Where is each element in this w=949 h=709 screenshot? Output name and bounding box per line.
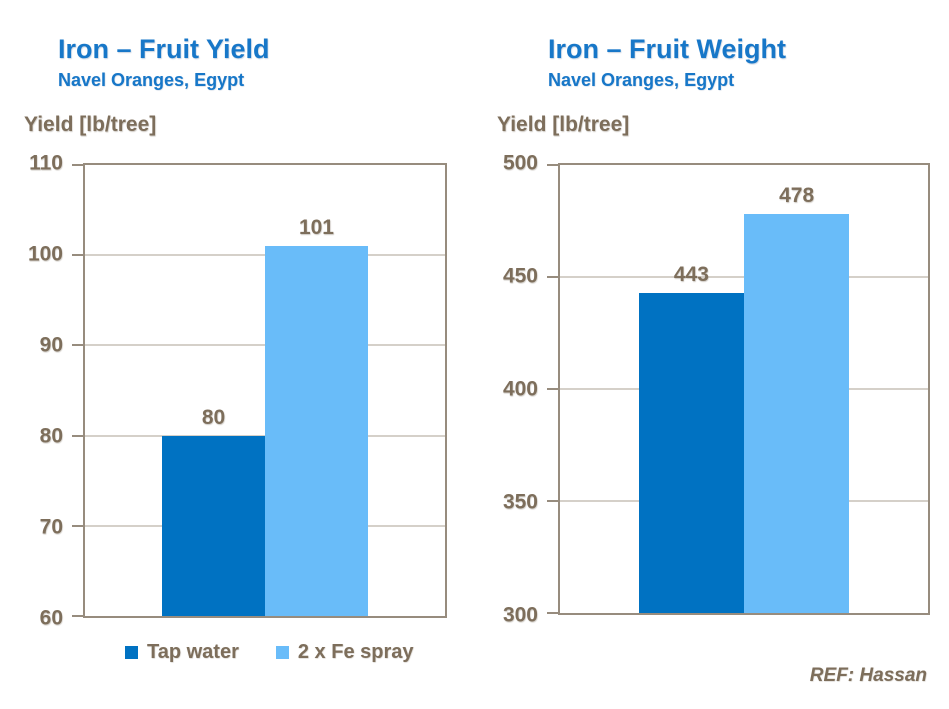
y-tick-label: 90 [39, 333, 63, 357]
y-tick-mark [547, 388, 558, 390]
y-tick-labels: 60 70 80 90 100 110 [10, 153, 63, 629]
bar-2-x-fe-spray: 478 [744, 185, 850, 613]
y-tick-label: 80 [39, 424, 63, 448]
legend-item: Tap water [125, 642, 239, 662]
y-tick-mark [72, 434, 83, 437]
y-tick-mark [72, 524, 83, 527]
legend-swatch-icon [275, 645, 289, 659]
y-axis-label: Yield [lb/tree] [497, 113, 630, 136]
y-tick-label: 350 [502, 490, 538, 514]
y-tick-mark [547, 276, 558, 278]
plot-area: 443 478 [547, 163, 930, 615]
plot-area: 80 101 [72, 163, 447, 618]
y-tick-label: 300 [502, 603, 538, 627]
bar-value-label: 80 [201, 405, 226, 429]
y-tick-label: 500 [502, 151, 538, 175]
y-tick-mark [547, 500, 558, 502]
chart-title: Iron – Fruit Yield [58, 34, 270, 64]
y-tick-mark [547, 164, 558, 166]
legend-swatch-icon [125, 645, 138, 659]
y-tick-label: 70 [39, 515, 63, 539]
y-axis-label: Yield [lb/tree] [24, 113, 157, 136]
y-tick-label: 100 [27, 242, 63, 266]
reference-label: REF: Hassan [809, 665, 927, 686]
y-tick-mark [72, 344, 83, 347]
legend-label: Tap water [147, 641, 239, 663]
bar-value-label: 478 [779, 184, 815, 208]
y-tick-label: 110 [29, 151, 63, 175]
bar-value-label: 443 [673, 262, 709, 286]
legend: Tap water 2 x Fe spray [125, 642, 414, 662]
y-tick-labels: 300 350 400 450 500 [485, 153, 538, 626]
y-tick-mark [547, 612, 558, 614]
legend-label: 2 x Fe spray [297, 641, 414, 663]
y-tick-mark [72, 164, 83, 166]
bar-value-label: 101 [298, 216, 334, 240]
bar-tap-water: 80 [162, 407, 265, 616]
y-tick-mark [72, 254, 83, 257]
chart-subtitle: Navel Oranges, Egypt [548, 70, 735, 90]
y-tick-label: 450 [502, 264, 538, 288]
legend-item: 2 x Fe spray [275, 641, 414, 663]
y-tick-label: 60 [39, 606, 63, 630]
y-tick-mark [72, 615, 83, 617]
chart-title: Iron – Fruit Weight [548, 34, 786, 64]
bar-2-x-fe-spray: 101 [265, 217, 368, 616]
bar-tap-water: 443 [638, 264, 744, 613]
y-tick-label: 400 [502, 377, 538, 401]
chart-subtitle: Navel Oranges, Egypt [58, 70, 245, 90]
